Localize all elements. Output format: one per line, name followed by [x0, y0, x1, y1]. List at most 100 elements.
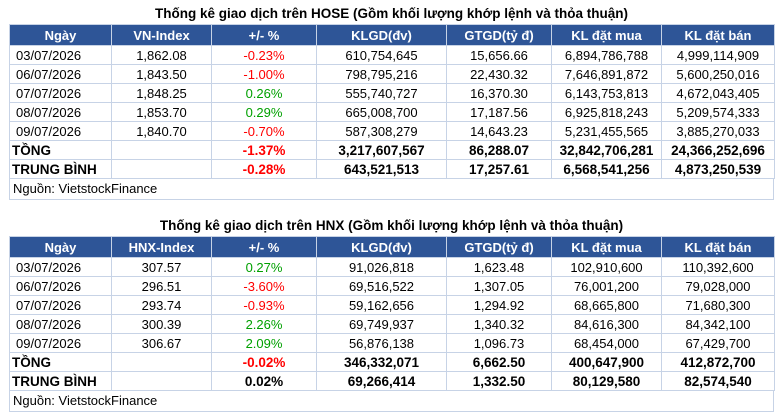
cell-sell: 412,872,700 [661, 352, 775, 372]
cell-value: 86,288.07 [446, 140, 552, 160]
cell-volume: 555,740,727 [316, 83, 447, 103]
cell-buy: 400,647,900 [551, 352, 662, 372]
cell-index: 1,840.70 [111, 121, 212, 141]
cell-index [111, 140, 212, 160]
cell-buy: 84,616,300 [551, 314, 662, 334]
cell-buy: 102,910,600 [551, 257, 662, 277]
table-row: 09/07/2026 1,840.70 -0.70% 587,308,279 1… [9, 121, 775, 141]
cell-change: -1.00% [211, 64, 317, 84]
cell-value: 15,656.66 [446, 45, 552, 65]
cell-change: -0.28% [211, 159, 317, 179]
cell-index: 306.67 [111, 333, 212, 353]
hose-section: Thống kê giao dịch trên HOSE (Gồm khối l… [9, 4, 775, 200]
cell-index: 293.74 [111, 295, 212, 315]
cell-index: 1,853.70 [111, 102, 212, 122]
cell-value: 1,307.05 [446, 276, 552, 296]
cell-index: 296.51 [111, 276, 212, 296]
cell-buy: 76,001,200 [551, 276, 662, 296]
cell-buy: 32,842,706,281 [551, 140, 662, 160]
cell-index: 1,848.25 [111, 83, 212, 103]
source-note: Nguồn: VietstockFinance [9, 179, 774, 200]
cell-index: 1,862.08 [111, 45, 212, 65]
cell-date: 08/07/2026 [9, 102, 112, 122]
cell-volume: 3,217,607,567 [316, 140, 447, 160]
average-label: TRUNG BÌNH [9, 159, 112, 179]
cell-sell: 3,885,270,033 [661, 121, 775, 141]
hnx-section: Thống kê giao dịch trên HNX (Gồm khối lư… [9, 216, 775, 412]
header-index: VN-Index [111, 24, 212, 46]
cell-sell: 79,028,000 [661, 276, 775, 296]
cell-volume: 346,332,071 [316, 352, 447, 372]
hnx-table: Ngày HNX-Index +/- % KLGD(đv) GTGD(tỷ đ)… [9, 236, 775, 391]
cell-volume: 587,308,279 [316, 121, 447, 141]
cell-volume: 665,008,700 [316, 102, 447, 122]
header-change: +/- % [211, 24, 317, 46]
cell-change: 2.09% [211, 333, 317, 353]
cell-index: 1,843.50 [111, 64, 212, 84]
cell-value: 17,257.61 [446, 159, 552, 179]
cell-value: 16,370.30 [446, 83, 552, 103]
hose-title: Thống kê giao dịch trên HOSE (Gồm khối l… [155, 6, 628, 21]
cell-buy: 5,231,455,565 [551, 121, 662, 141]
cell-volume: 798,795,216 [316, 64, 447, 84]
header-value: GTGD(tỷ đ) [446, 236, 552, 258]
table-row: 06/07/2026 296.51 -3.60% 69,516,522 1,30… [9, 276, 775, 296]
cell-index: 307.57 [111, 257, 212, 277]
cell-change: -0.93% [211, 295, 317, 315]
header-volume: KLGD(đv) [316, 236, 447, 258]
cell-change: 0.29% [211, 102, 317, 122]
cell-change: 0.27% [211, 257, 317, 277]
total-label: TỒNG [9, 352, 112, 372]
cell-value: 1,332.50 [446, 371, 552, 391]
header-buy-orders: KL đặt mua [551, 24, 662, 46]
hnx-title: Thống kê giao dịch trên HNX (Gồm khối lư… [159, 218, 624, 233]
cell-buy: 6,894,786,788 [551, 45, 662, 65]
header-volume: KLGD(đv) [316, 24, 447, 46]
cell-value: 17,187.56 [446, 102, 552, 122]
cell-date: 06/07/2026 [9, 276, 112, 296]
cell-sell: 71,680,300 [661, 295, 775, 315]
cell-sell: 82,574,540 [661, 371, 775, 391]
cell-value: 6,662.50 [446, 352, 552, 372]
cell-buy: 80,129,580 [551, 371, 662, 391]
cell-index [111, 371, 212, 391]
cell-volume: 69,266,414 [316, 371, 447, 391]
total-label: TỒNG [9, 140, 112, 160]
total-row: TỒNG -0.02% 346,332,071 6,662.50 400,647… [9, 352, 775, 372]
average-row: TRUNG BÌNH -0.28% 643,521,513 17,257.61 … [9, 159, 775, 179]
cell-buy: 7,646,891,872 [551, 64, 662, 84]
table-row: 08/07/2026 1,853.70 0.29% 665,008,700 17… [9, 102, 775, 122]
cell-change: -0.70% [211, 121, 317, 141]
cell-sell: 110,392,600 [661, 257, 775, 277]
cell-volume: 69,516,522 [316, 276, 447, 296]
cell-change: 0.26% [211, 83, 317, 103]
cell-date: 08/07/2026 [9, 314, 112, 334]
cell-date: 03/07/2026 [9, 45, 112, 65]
cell-volume: 59,162,656 [316, 295, 447, 315]
source-note: Nguồn: VietstockFinance [9, 391, 774, 412]
cell-sell: 4,873,250,539 [661, 159, 775, 179]
cell-value: 1,340.32 [446, 314, 552, 334]
cell-value: 14,643.23 [446, 121, 552, 141]
header-sell-orders: KL đặt bán [661, 24, 775, 46]
cell-volume: 643,521,513 [316, 159, 447, 179]
cell-value: 1,623.48 [446, 257, 552, 277]
cell-buy: 6,143,753,813 [551, 83, 662, 103]
cell-sell: 4,999,114,909 [661, 45, 775, 65]
cell-index [111, 159, 212, 179]
cell-date: 09/07/2026 [9, 121, 112, 141]
cell-date: 07/07/2026 [9, 295, 112, 315]
cell-sell: 67,429,700 [661, 333, 775, 353]
table-row: 03/07/2026 1,862.08 -0.23% 610,754,645 1… [9, 45, 775, 65]
table-row: 07/07/2026 293.74 -0.93% 59,162,656 1,29… [9, 295, 775, 315]
hnx-header-row: Ngày HNX-Index +/- % KLGD(đv) GTGD(tỷ đ)… [9, 236, 775, 258]
table-row: 07/07/2026 1,848.25 0.26% 555,740,727 16… [9, 83, 775, 103]
cell-sell: 4,672,043,405 [661, 83, 775, 103]
cell-date: 07/07/2026 [9, 83, 112, 103]
cell-change: 2.26% [211, 314, 317, 334]
average-row: TRUNG BÌNH 0.02% 69,266,414 1,332.50 80,… [9, 371, 775, 391]
header-index: HNX-Index [111, 236, 212, 258]
header-value: GTGD(tỷ đ) [446, 24, 552, 46]
cell-sell: 5,600,250,016 [661, 64, 775, 84]
table-row: 09/07/2026 306.67 2.09% 56,876,138 1,096… [9, 333, 775, 353]
